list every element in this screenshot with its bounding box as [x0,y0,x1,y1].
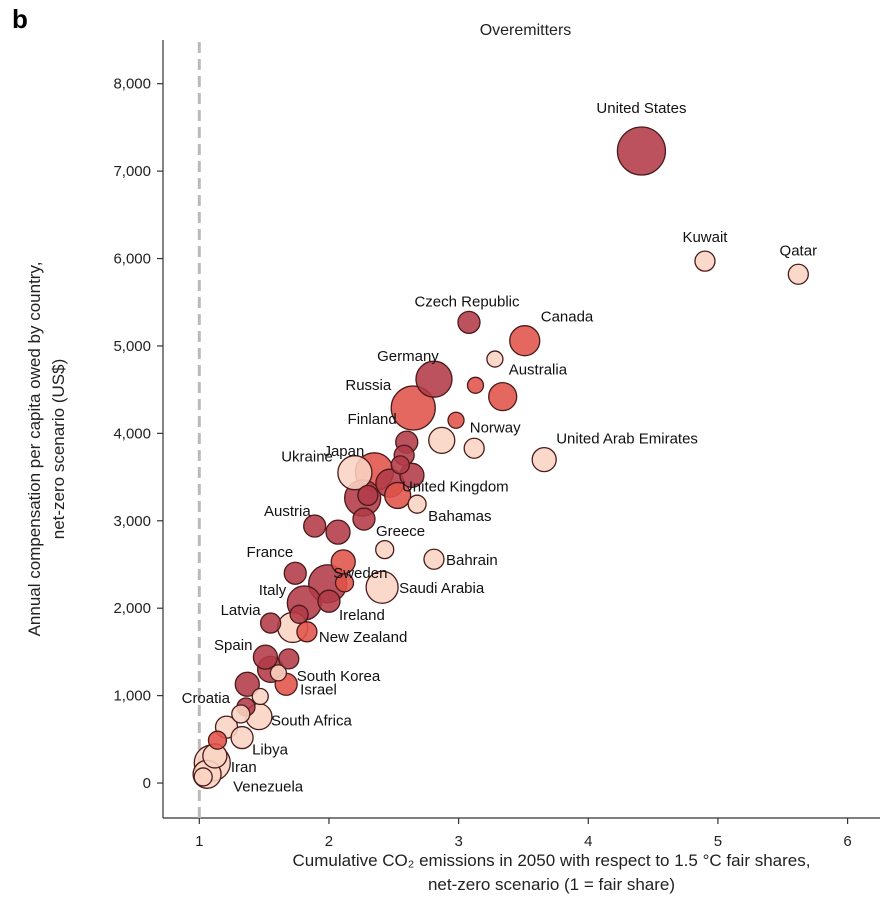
x-axis-title-line-1: Cumulative CO₂ emissions in 2050 with re… [293,851,811,870]
data-point [365,570,399,604]
y-tick-label: 5,000 [113,338,151,355]
data-point [352,507,376,531]
data-point [193,767,213,787]
data-point-label: Sweden [333,565,387,582]
data-point [457,310,481,335]
y-tick-label: 1,000 [113,688,151,705]
data-point-label: Russia [345,377,392,394]
data-point-label: Ireland [339,607,385,624]
data-point [269,664,288,682]
data-point-label: Norway [470,419,521,436]
data-point-label: Latvia [221,602,262,619]
data-point [616,126,667,176]
x-tick-label: 5 [714,833,722,850]
data-point [259,612,282,634]
data-point-label: Kuwait [682,229,728,246]
data-point-label: United States [596,100,686,117]
data-point [428,426,456,455]
data-point [375,539,395,560]
data-point-label: Australia [509,362,568,379]
data-point-label: Czech Republic [414,293,520,310]
data-point-label: Austria [264,503,311,520]
data-point-label: Finland [348,411,397,428]
y-tick-label: 7,000 [113,163,151,180]
data-point [251,687,269,706]
data-point [531,446,557,473]
data-point [463,437,485,459]
y-tick-label: 8,000 [113,76,151,93]
data-point [407,494,427,514]
data-point [357,484,379,507]
y-tick-label: 4,000 [113,425,151,442]
data-point-label: South Korea [297,668,381,685]
data-point-label: Libya [252,742,289,759]
data-point [466,376,485,394]
data-point-label: United Kingdom [402,478,509,495]
y-tick-label: 6,000 [113,251,151,268]
data-point [509,325,541,357]
y-tick-label: 2,000 [113,600,151,617]
data-point-label: Germany [377,348,439,365]
data-point [317,589,341,613]
data-point [390,455,410,475]
data-point [415,360,453,398]
chart-title: Overemitters [480,22,572,39]
x-tick-label: 1 [195,833,203,850]
data-point-label: Spain [214,637,252,654]
data-point-label: Japan [323,443,364,460]
x-tick-label: 3 [454,833,462,850]
data-point [289,604,309,624]
x-tick-label: 6 [843,833,851,850]
x-tick-label: 2 [325,833,333,850]
data-point [303,514,327,538]
panel-letter: b [12,4,28,34]
data-point-label: Italy [259,582,287,599]
y-axis-title-line-2: net-zero scenario (US$) [49,359,68,539]
data-point-label: France [247,544,294,561]
data-point [694,250,716,272]
data-point [488,382,518,412]
data-point [325,519,351,545]
data-point-label: Iran [231,759,257,776]
data-point [296,621,318,643]
data-point [390,385,436,431]
data-point [787,263,809,285]
data-point [334,573,355,593]
data-point [234,671,260,697]
data-point [486,350,504,368]
data-point-label: South Africa [271,713,353,730]
data-point-label: Croatia [182,690,231,707]
data-point [278,648,300,670]
data-point [252,644,279,670]
data-point-label: Canada [541,309,594,326]
data-point-label: Qatar [780,242,818,259]
data-point [423,548,445,570]
data-point [230,725,254,750]
y-tick-label: 3,000 [113,513,151,530]
data-point-label: Bahrain [446,552,498,569]
x-tick-label: 4 [584,833,592,850]
data-point-label: Venezuela [233,778,304,795]
data-point-label: United Arab Emirates [556,431,698,448]
data-point-label: Saudi Arabia [399,580,485,597]
y-tick-label: 0 [143,775,151,792]
data-point [447,411,465,429]
data-point [384,481,412,510]
y-axis-title-line-1: Annual compensation per capita owed by c… [25,262,44,637]
data-point [207,730,228,750]
data-point-label: Bahamas [428,508,491,525]
data-point-label: New Zealand [319,629,407,646]
data-point-label: Ukraine [281,449,333,466]
data-point [231,704,251,724]
data-point-label: Greece [376,523,425,540]
data-point [283,561,307,585]
data-point [337,455,373,491]
x-axis-title-line-2: net-zero scenario (1 = fair share) [428,875,675,894]
data-point-label: Israel [300,681,337,698]
